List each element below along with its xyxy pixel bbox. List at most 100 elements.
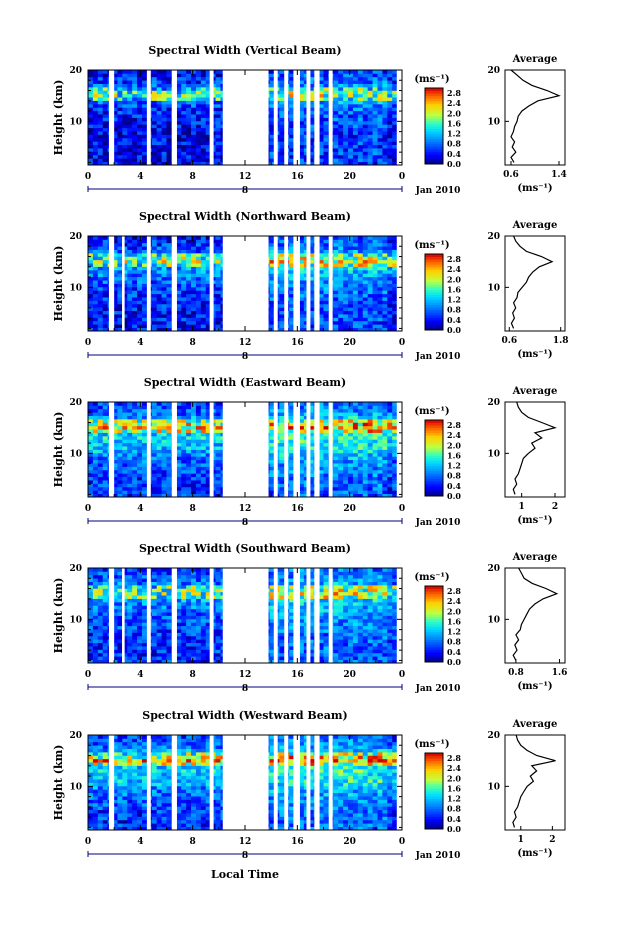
heatmap-cell — [269, 137, 275, 142]
heatmap-cell — [333, 286, 339, 291]
heatmap-cell — [166, 307, 172, 312]
heatmap-cell — [269, 283, 275, 288]
heatmap-cell — [205, 412, 212, 416]
heatmap-cell — [200, 293, 207, 298]
heatmap-cell — [117, 422, 123, 427]
heatmap-cell — [348, 324, 354, 328]
heatmap-cell — [205, 307, 212, 312]
heatmap-cell — [269, 476, 275, 481]
heatmap-cell — [387, 127, 393, 132]
heatmap-cell — [181, 446, 187, 450]
heatmap-cell — [215, 259, 221, 264]
heatmap-cell — [269, 80, 275, 84]
heatmap-cell — [161, 429, 167, 433]
colorbar-tick-label: 0.8 — [447, 139, 461, 149]
heatmap-cell — [141, 283, 148, 288]
heatmap-cell — [137, 452, 143, 457]
heatmap-cell — [92, 97, 99, 101]
heatmap-cell — [88, 269, 94, 274]
heatmap-cell — [367, 273, 373, 278]
heatmap-cell — [132, 80, 138, 84]
heatmap-cell — [181, 73, 187, 78]
heatmap-cell — [132, 320, 138, 325]
heatmap-cell — [318, 259, 324, 264]
heatmap-cell — [92, 320, 99, 325]
heatmap-cell — [323, 286, 329, 291]
heatmap-cell — [166, 97, 172, 101]
panel-3: Spectral Width (Eastward Beam)0 4 8 12 16 20 0… — [52, 376, 566, 528]
heatmap-cell — [348, 327, 354, 332]
heatmap-cell — [362, 127, 369, 132]
heatmap-cell — [117, 103, 123, 108]
heatmap-cell — [191, 425, 197, 430]
heatmap-cell — [382, 249, 388, 254]
heatmap-cell — [97, 124, 104, 129]
heatmap-cell — [195, 303, 202, 308]
heatmap-cell — [161, 236, 167, 240]
heatmap-cell — [352, 242, 359, 247]
heatmap-cell — [92, 137, 99, 142]
heatmap-cell — [362, 120, 369, 125]
heatmap-cell — [387, 286, 393, 291]
heatmap-cell — [348, 73, 354, 78]
heatmap-cell — [92, 127, 99, 132]
heatmap-cell — [362, 283, 369, 288]
panel-1: Spectral Width (Vertical Beam)0 4 8 12 16 20 0… — [52, 44, 567, 196]
heatmap-cell — [156, 422, 162, 427]
heatmap-cell — [132, 276, 138, 281]
heatmap-cell — [308, 158, 315, 162]
heatmap-cell — [127, 252, 133, 257]
heatmap-cell — [181, 97, 187, 101]
heatmap-cell — [97, 73, 104, 78]
heatmap-cell — [137, 246, 143, 250]
heatmap-cell — [215, 466, 221, 471]
heatmap-cell — [205, 435, 212, 440]
heatmap-cell — [117, 412, 123, 416]
heatmap-cell — [97, 490, 104, 494]
heatmap-cell — [141, 405, 148, 410]
heatmap-cell — [127, 280, 133, 284]
heatmap-cell — [117, 439, 123, 444]
heatmap-cell — [357, 314, 364, 318]
heatmap-cell — [269, 320, 275, 325]
heatmap-cell — [318, 110, 324, 115]
heatmap-cell — [127, 429, 133, 433]
heatmap-cell — [127, 70, 133, 74]
heatmap-cell — [156, 327, 162, 332]
heatmap-cell — [156, 283, 162, 288]
heatmap-cell — [387, 97, 393, 101]
heatmap-cell — [132, 110, 138, 115]
heatmap-cell — [141, 314, 148, 318]
heatmap-cell — [122, 148, 128, 152]
heatmap-cell — [333, 148, 339, 152]
heatmap-cell — [279, 117, 285, 122]
heatmap-cell — [156, 154, 162, 159]
heatmap-cell — [161, 432, 167, 437]
heatmap-cell — [151, 280, 158, 284]
heatmap-cell — [195, 429, 202, 433]
heatmap-cell — [308, 276, 315, 281]
heatmap-cell — [132, 473, 138, 478]
heatmap-cell — [141, 161, 148, 166]
colorbar-segment — [425, 146, 443, 150]
heatmap-cell — [97, 425, 104, 430]
heatmap-cell — [279, 273, 285, 278]
heatmap-cell — [308, 141, 315, 146]
heatmap-cell — [141, 442, 148, 447]
heatmap-cell — [92, 236, 99, 240]
heatmap-cell — [156, 452, 162, 457]
heatmap-cell — [279, 107, 285, 112]
heatmap-cell — [382, 266, 388, 271]
heatmap-cell — [92, 246, 99, 250]
heatmap-cell — [323, 110, 329, 115]
heatmap-cell — [181, 103, 187, 108]
colorbar-tick-label: 1.6 — [447, 118, 461, 128]
heatmap-cell — [88, 117, 94, 122]
heatmap-cell — [318, 86, 324, 91]
heatmap-cell — [348, 80, 354, 84]
heatmap-cell — [151, 415, 158, 420]
heatmap-cell — [205, 432, 212, 437]
heatmap-cell — [200, 466, 207, 471]
heatmap-cell — [195, 158, 202, 162]
heatmap-cell — [92, 463, 99, 467]
